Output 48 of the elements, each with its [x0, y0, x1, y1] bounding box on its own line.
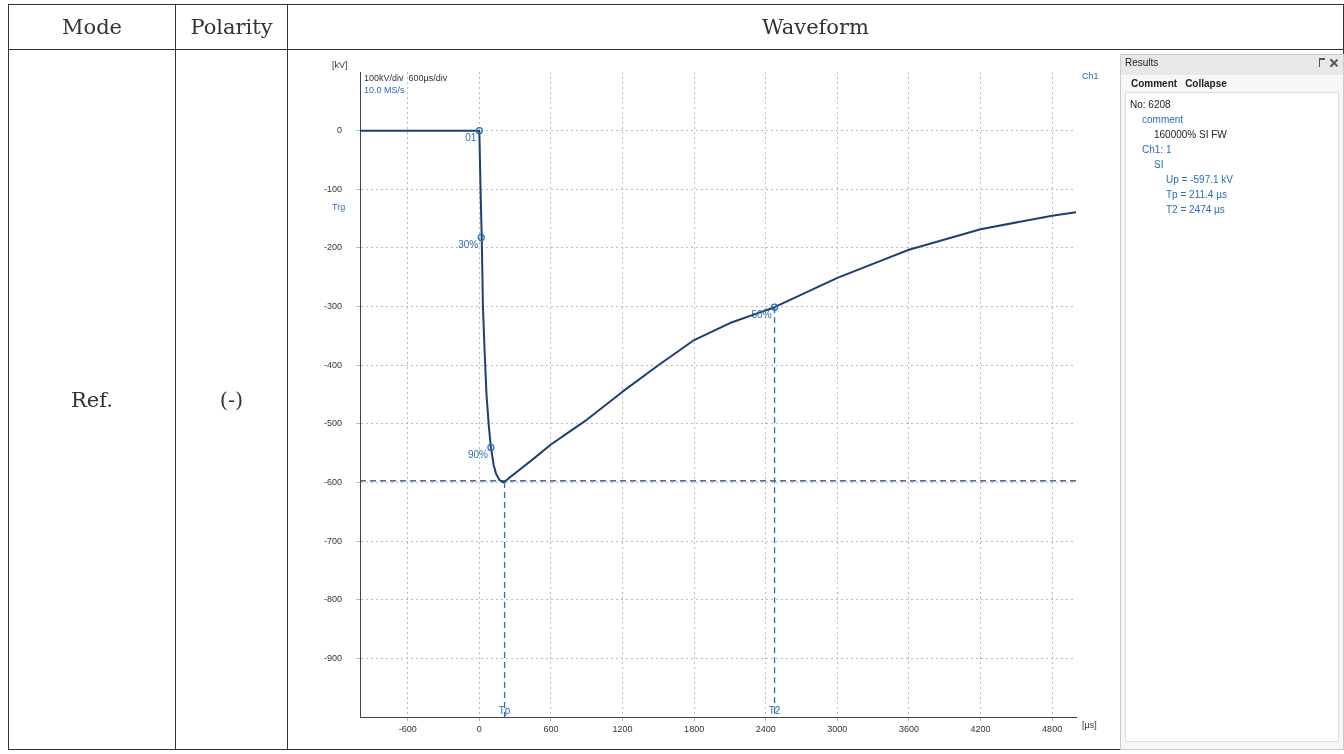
- x-tick-label: 0: [476, 724, 482, 735]
- y-tick-label: -300: [324, 301, 343, 312]
- y-tick-label: -500: [324, 418, 343, 429]
- text: Ref.: [8, 49, 176, 750]
- x-tick-label: 1200: [612, 724, 633, 735]
- x-tick-label: 4800: [1042, 724, 1063, 735]
- annotation: 30%: [458, 239, 479, 251]
- text: Up = -597.1 kV: [1166, 173, 1234, 187]
- x-tick-label: 1800: [684, 724, 705, 735]
- y-tick-label: -700: [324, 535, 343, 546]
- y-tick-label: -400: [324, 359, 343, 370]
- x-tick-label: 3000: [827, 724, 848, 735]
- text: Mode: [8, 4, 176, 50]
- y-tick-label: -900: [324, 653, 343, 664]
- annotation: 100kV/div 600µs/div: [364, 72, 448, 83]
- x-tick-label: 3600: [898, 724, 919, 735]
- x-tick-label: 4200: [970, 724, 991, 735]
- text: Results: [1121, 55, 1343, 75]
- text: SI: [1154, 158, 1165, 172]
- text: (-): [175, 49, 288, 750]
- y-tick-label: -600: [324, 477, 343, 488]
- x-axis-title: [µs]: [1082, 720, 1097, 731]
- text: Comment: [1131, 78, 1178, 89]
- text: T2 = 2474 µs: [1166, 203, 1226, 217]
- text: Collapse: [1185, 78, 1227, 89]
- text: Ch1: [1082, 70, 1099, 81]
- ref-line-label: T2: [768, 704, 781, 716]
- annotation: 50%: [751, 308, 772, 320]
- y-tick-label: -200: [324, 242, 343, 253]
- text: Waveform: [287, 4, 1344, 50]
- annotation: 10.0 MS/s: [364, 84, 406, 95]
- y-tick-label: -100: [324, 183, 343, 194]
- annotation: 01: [465, 132, 477, 144]
- annotation: 90%: [467, 449, 489, 461]
- text: Tp = 211.4 µs: [1166, 188, 1228, 202]
- y-tick-label: 0: [337, 125, 343, 136]
- text: No: 6208: [1130, 98, 1172, 112]
- text: Polarity: [175, 4, 288, 50]
- text: 160000% SI FW: [1154, 128, 1228, 142]
- x-tick-label: -600: [398, 724, 417, 735]
- x-tick-label: 600: [543, 724, 559, 735]
- x-tick-label: 2400: [755, 724, 776, 735]
- text: Ch1: 1: [1142, 143, 1173, 157]
- text: Trg: [332, 202, 346, 213]
- ref-line-label: Tp: [498, 704, 511, 716]
- text: comment: [1142, 113, 1185, 127]
- y-tick-label: -800: [324, 594, 343, 605]
- y-axis-title: [kV]: [332, 59, 348, 70]
